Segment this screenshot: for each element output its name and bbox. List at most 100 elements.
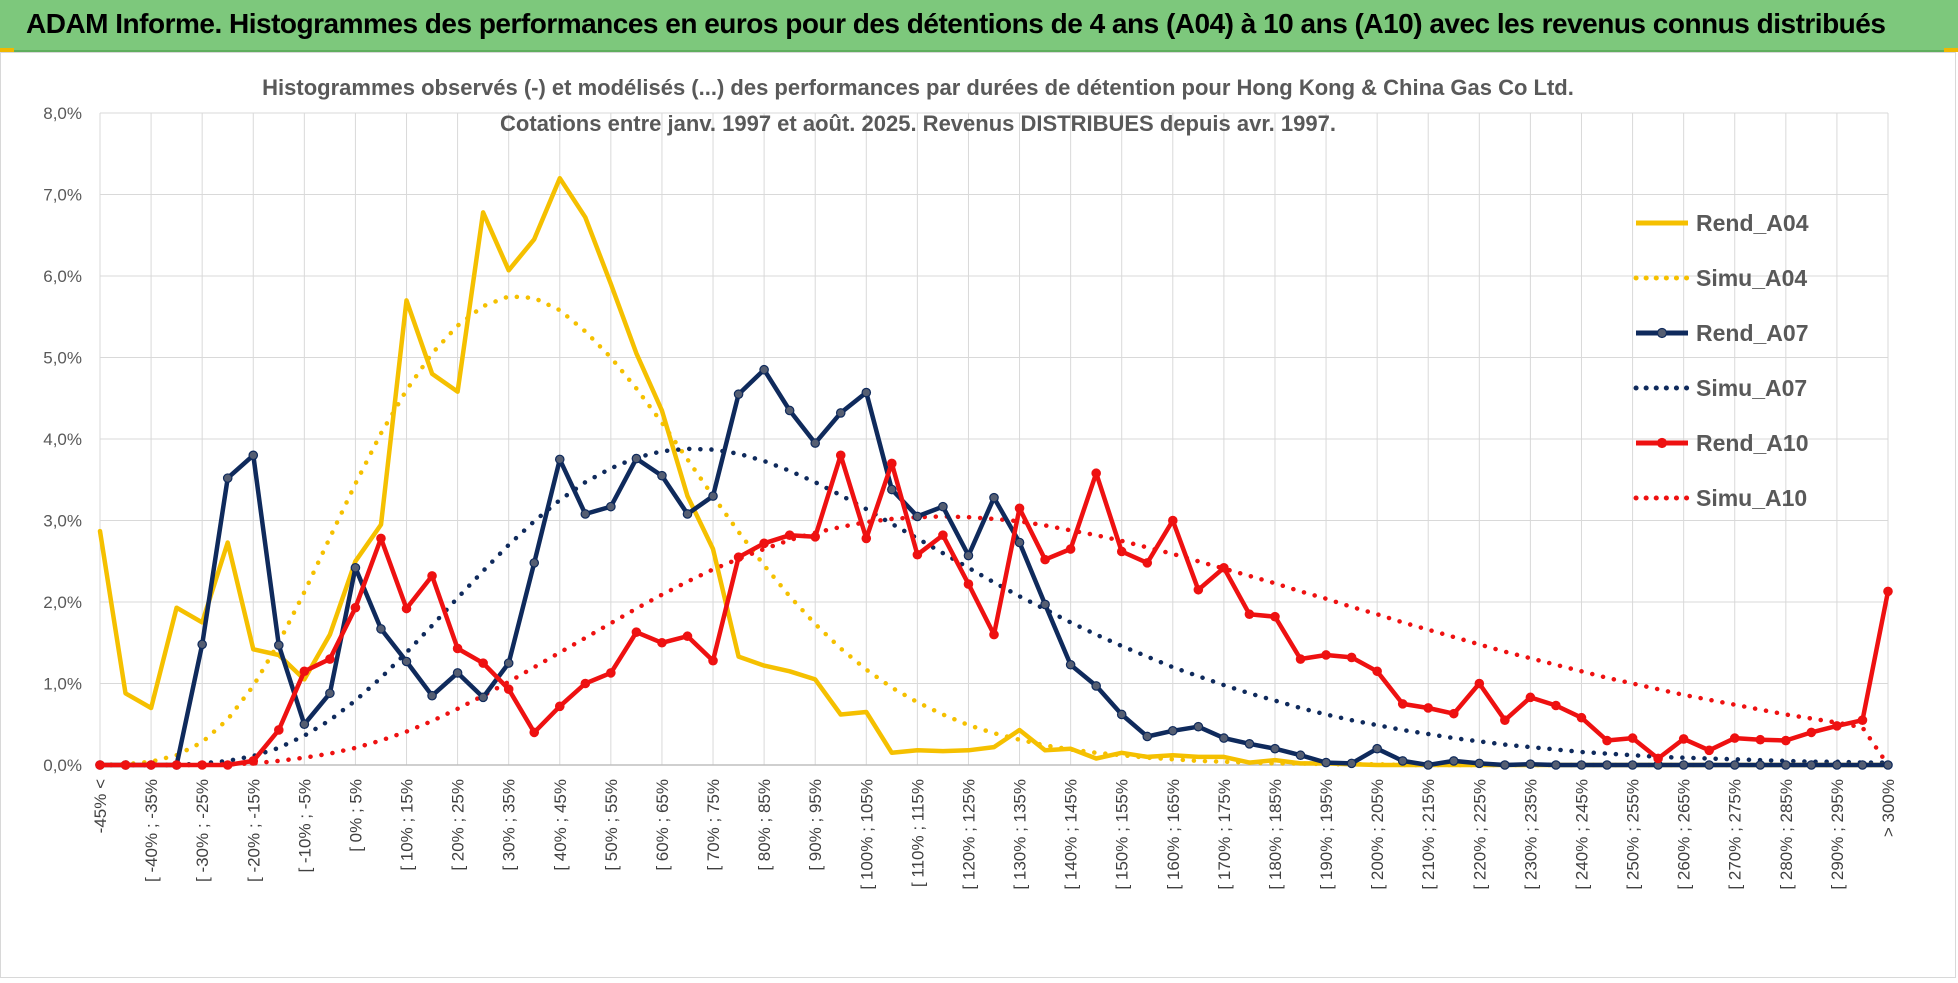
x-tick-label: [ 180% ; 185% [1266,779,1285,890]
series-point-rend_a10 [325,654,335,664]
series-point-rend_a07 [1806,760,1817,770]
series-point-rend_a07 [248,450,259,461]
legend-label-rend_a07: Rend_A07 [1696,320,1808,346]
series-point-rend_a10 [631,627,642,637]
series-point-rend_a10 [861,533,872,544]
series-point-rend_a07 [657,470,667,481]
series-point-rend_a10 [1116,546,1127,557]
series-point-rend_a10 [912,549,923,560]
x-tick-label: [ 230% ; 235% [1521,779,1540,890]
series-point-rend_a07 [1755,760,1766,770]
series-point-rend_a10 [452,643,463,654]
x-tick-label: [ 220% ; 225% [1470,779,1489,890]
series-point-rend_a10 [503,684,514,695]
series-point-rend_a10 [1781,735,1791,746]
series-line-simu_a10 [97,514,1891,768]
x-tick-label: [ 250% ; 255% [1624,779,1643,890]
series-point-rend_a10 [197,760,207,770]
x-tick-label: [ 270% ; 275% [1726,779,1745,890]
series-point-rend_a10 [784,530,795,540]
series-point-rend_a10 [733,552,744,562]
x-tick-label: [ 200% ; 205% [1368,779,1387,890]
chart-subtitle: Cotations entre janv. 1997 et août. 2025… [500,111,1336,136]
series-point-rend_a10 [554,701,565,712]
series-point-rend_a07 [478,692,488,703]
series-point-rend_a07 [1321,757,1331,768]
series-point-rend_a07 [1781,760,1791,770]
series-point-rend_a07 [1627,760,1638,770]
series-point-rend_a10 [1065,544,1076,554]
x-tick-label: [ 260% ; 265% [1675,779,1694,890]
series-point-rend_a07 [887,484,897,495]
series-point-rend_a10 [529,727,540,738]
series-point-rend_a07 [1040,599,1050,610]
series-point-rend_a10 [1653,753,1663,764]
series-point-rend_a10 [146,760,156,770]
grid [99,112,1889,766]
series-point-rend_a10 [963,579,974,589]
series-point-rend_a10 [759,538,769,549]
x-tick-label: [ 10% ; 15% [398,779,417,871]
series-point-rend_a07 [503,658,514,668]
series-point-rend_a07 [529,558,540,568]
series-point-rend_a07 [1704,760,1714,770]
series-point-rend_a07 [1423,760,1434,770]
series-point-rend_a07 [682,509,693,519]
x-tick-label: [ -30% ; -25% [193,779,212,882]
x-tick-label: [ 290% ; 295% [1828,779,1847,890]
series-point-rend_a10 [938,530,948,540]
series-point-rend_a10 [1372,666,1382,677]
series-line-rend_a04 [97,175,1891,768]
series-point-rend_a07 [1729,760,1740,770]
series-point-rend_a07 [759,364,769,375]
series-point-rend_a07 [1065,659,1076,670]
x-axis-ticks: -45% < [ -40% ; -35% [ -30% ; -25% [ -20% ;… [91,779,1898,890]
y-tick-label: 1,0% [43,675,82,694]
series-point-rend_a10 [1219,562,1229,573]
series-point-rend_a07 [1448,756,1459,766]
series-point-rend_a07 [554,454,565,465]
x-tick-label: [ 190% ; 195% [1317,779,1336,890]
legend-label-simu_a07: Simu_A07 [1696,375,1807,401]
legend-label-rend_a10: Rend_A10 [1696,430,1808,456]
series-point-rend_a07 [350,562,361,573]
performance-histogram-chart: 0,0% 1,0% 2,0% 3,0% 4,0% 5,0% 6,0% 7,0% 8,0% -45… [43,75,1898,890]
series-point-rend_a07 [708,491,718,501]
x-tick-label: [ 120% ; 125% [959,779,978,890]
series-point-rend_a07 [963,550,974,561]
series-point-rend_a07 [1678,760,1689,770]
x-tick-label: [ 0% ; 5% [346,779,365,852]
series-point-rend_a07 [197,639,207,650]
series-point-rend_a10 [171,760,182,770]
y-tick-label: 7,0% [43,186,82,205]
series-point-rend_a07 [580,509,591,519]
series-point-rend_a07 [912,511,923,522]
x-tick-label: [ 160% ; 165% [1164,779,1183,890]
series-point-rend_a10 [1244,609,1255,620]
y-tick-label: 4,0% [43,430,82,449]
series-point-rend_a07 [1857,760,1868,770]
x-tick-label: [ 110% ; 115% [908,779,927,887]
series-point-rend_a10 [1295,654,1306,664]
series-point-rend_a10 [1500,715,1510,725]
x-tick-label: [ 140% ; 145% [1062,779,1081,890]
series-point-rend_a07 [325,688,335,699]
series-point-rend_a07 [401,656,412,667]
series-point-rend_a10 [1193,584,1204,595]
series-point-rend_a10 [478,658,488,668]
report-banner: ADAM Informe. Histogrammes des performan… [0,0,1958,52]
x-tick-label: [ -10% ; -5% [295,779,314,873]
series-point-rend_a07 [1474,758,1485,769]
series-point-rend_a07 [810,438,820,448]
series-point-rend_a07 [1091,681,1101,691]
series-point-rend_a10 [1525,692,1536,703]
chart-title: Histogrammes observés (-) et modélisés (… [262,75,1574,100]
series-point-rend_a07 [1525,759,1536,769]
series-point-rend_a07 [1500,760,1510,770]
x-tick-label: [ -20% ; -15% [244,779,263,882]
series-point-rend_a07 [1346,758,1357,769]
y-tick-label: 6,0% [43,267,82,286]
series-point-rend_a07 [1576,760,1587,770]
series-point-rend_a10 [1040,554,1050,565]
x-tick-label: [ -40% ; -35% [142,779,161,882]
